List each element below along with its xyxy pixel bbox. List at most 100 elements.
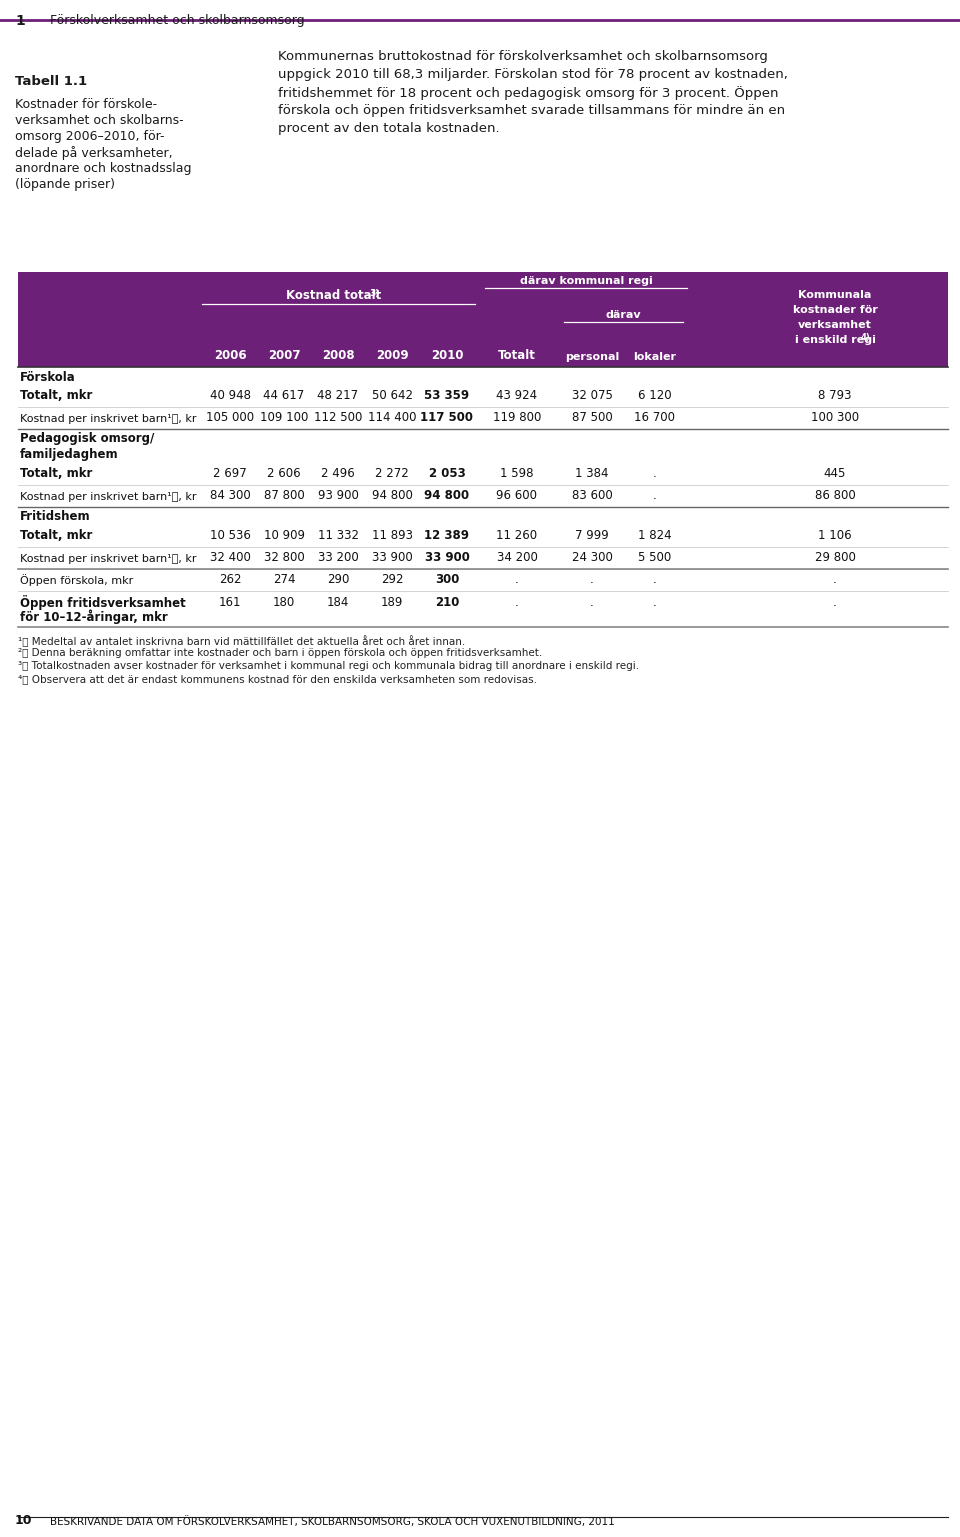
Text: ²⦹ Denna beräkning omfattar inte kostnader och barn i öppen förskola och öppen f: ²⦹ Denna beräkning omfattar inte kostnad… <box>18 649 542 658</box>
Text: 94 800: 94 800 <box>424 489 469 503</box>
Text: 300: 300 <box>435 573 459 586</box>
Text: 16 700: 16 700 <box>635 410 676 424</box>
Text: uppgick 2010 till 68,3 miljarder. Förskolan stod för 78 procent av kostnaden,: uppgick 2010 till 68,3 miljarder. Försko… <box>278 68 788 81</box>
Text: 86 800: 86 800 <box>815 489 855 503</box>
Text: 290: 290 <box>326 573 349 586</box>
Text: Totalt, mkr: Totalt, mkr <box>20 467 92 480</box>
Text: 53 359: 53 359 <box>424 389 469 403</box>
Text: fritidshemmet för 18 procent och pedagogisk omsorg för 3 procent. Öppen: fritidshemmet för 18 procent och pedagog… <box>278 86 779 100</box>
Text: 114 400: 114 400 <box>368 410 417 424</box>
Text: ¹⦹ Medeltal av antalet inskrivna barn vid mättillfället det aktuella året och år: ¹⦹ Medeltal av antalet inskrivna barn vi… <box>18 635 466 647</box>
Text: 117 500: 117 500 <box>420 410 473 424</box>
Text: 10 536: 10 536 <box>209 529 251 543</box>
Text: 24 300: 24 300 <box>571 550 612 564</box>
Text: 33 200: 33 200 <box>318 550 358 564</box>
Text: verksamhet och skolbarns-: verksamhet och skolbarns- <box>15 114 183 128</box>
Bar <box>18 272 948 367</box>
Text: 2007: 2007 <box>268 349 300 363</box>
Text: ³⦹ Totalkostnaden avser kostnader för verksamhet i kommunal regi och kommunala b: ³⦹ Totalkostnaden avser kostnader för ve… <box>18 661 639 672</box>
Text: 6 120: 6 120 <box>638 389 672 403</box>
Text: 84 300: 84 300 <box>209 489 251 503</box>
Text: Kostnad per inskrivet barn¹⦹, kr: Kostnad per inskrivet barn¹⦹, kr <box>20 413 197 424</box>
Text: lokaler: lokaler <box>634 352 677 363</box>
Text: verksamhet: verksamhet <box>798 320 872 330</box>
Text: 274: 274 <box>273 573 296 586</box>
Text: kostnader för: kostnader för <box>793 304 877 315</box>
Text: ⁴⦹ Observera att det är endast kommunens kostnad för den enskilda verksamheten s: ⁴⦹ Observera att det är endast kommunens… <box>18 675 537 684</box>
Text: för 10–12-åringar, mkr: för 10–12-åringar, mkr <box>20 609 168 624</box>
Text: 2009: 2009 <box>375 349 408 363</box>
Text: 2 496: 2 496 <box>322 467 355 480</box>
Text: 445: 445 <box>824 467 846 480</box>
Text: i enskild regi: i enskild regi <box>795 335 876 344</box>
Text: .: . <box>833 573 837 586</box>
Text: 1 106: 1 106 <box>818 529 852 543</box>
Text: 96 600: 96 600 <box>496 489 538 503</box>
Text: 32 400: 32 400 <box>209 550 251 564</box>
Text: .: . <box>590 573 594 586</box>
Text: Kommunala: Kommunala <box>799 290 872 300</box>
Text: 48 217: 48 217 <box>318 389 359 403</box>
Text: 44 617: 44 617 <box>263 389 304 403</box>
Text: 292: 292 <box>381 573 403 586</box>
Text: 2010: 2010 <box>431 349 464 363</box>
Text: 12 389: 12 389 <box>424 529 469 543</box>
Text: 11 260: 11 260 <box>496 529 538 543</box>
Text: 11 332: 11 332 <box>318 529 358 543</box>
Text: 4): 4) <box>860 334 870 343</box>
Text: .: . <box>653 489 657 503</box>
Text: Totalt: Totalt <box>498 349 536 363</box>
Text: 1: 1 <box>15 14 25 28</box>
Text: 112 500: 112 500 <box>314 410 362 424</box>
Text: 262: 262 <box>219 573 241 586</box>
Text: 94 800: 94 800 <box>372 489 413 503</box>
Text: 2 697: 2 697 <box>213 467 247 480</box>
Text: 2006: 2006 <box>214 349 247 363</box>
Text: 100 300: 100 300 <box>811 410 859 424</box>
Text: 93 900: 93 900 <box>318 489 358 503</box>
Text: 2 606: 2 606 <box>267 467 300 480</box>
Text: 1 824: 1 824 <box>638 529 672 543</box>
Text: 5 500: 5 500 <box>638 550 672 564</box>
Text: 180: 180 <box>273 596 295 609</box>
Text: 2 272: 2 272 <box>375 467 409 480</box>
Text: 1 384: 1 384 <box>575 467 609 480</box>
Text: 184: 184 <box>326 596 349 609</box>
Text: Kostnad totalt: Kostnad totalt <box>286 289 381 301</box>
Text: Tabell 1.1: Tabell 1.1 <box>15 75 87 88</box>
Text: Pedagogisk omsorg/: Pedagogisk omsorg/ <box>20 432 155 446</box>
Text: Förskola: Förskola <box>20 370 76 384</box>
Text: Kommunernas bruttokostnad för förskolverksamhet och skolbarnsomsorg: Kommunernas bruttokostnad för förskolver… <box>278 51 768 63</box>
Text: 40 948: 40 948 <box>209 389 251 403</box>
Text: förskola och öppen fritidsverksamhet svarade tillsammans för mindre än en: förskola och öppen fritidsverksamhet sva… <box>278 105 785 117</box>
Text: 161: 161 <box>219 596 241 609</box>
Text: Förskolverksamhet och skolbarnsomsorg: Förskolverksamhet och skolbarnsomsorg <box>50 14 304 28</box>
Text: 109 100: 109 100 <box>260 410 308 424</box>
Text: procent av den totala kostnaden.: procent av den totala kostnaden. <box>278 121 499 135</box>
Text: 10: 10 <box>15 1514 33 1526</box>
Text: 1 598: 1 598 <box>500 467 534 480</box>
Text: Totalt, mkr: Totalt, mkr <box>20 389 92 403</box>
Text: 43 924: 43 924 <box>496 389 538 403</box>
Text: 3): 3) <box>370 289 380 298</box>
Text: 32 075: 32 075 <box>571 389 612 403</box>
Text: 2008: 2008 <box>322 349 354 363</box>
Text: 34 200: 34 200 <box>496 550 538 564</box>
Text: Kostnad per inskrivet barn¹⦹, kr: Kostnad per inskrivet barn¹⦹, kr <box>20 492 197 503</box>
Text: .: . <box>516 573 518 586</box>
Text: 87 500: 87 500 <box>571 410 612 424</box>
Text: 32 800: 32 800 <box>264 550 304 564</box>
Text: .: . <box>833 596 837 609</box>
Text: familjedaghem: familjedaghem <box>20 447 119 461</box>
Text: 29 800: 29 800 <box>815 550 855 564</box>
Text: 7 999: 7 999 <box>575 529 609 543</box>
Text: .: . <box>590 596 594 609</box>
Text: omsorg 2006–2010, för-: omsorg 2006–2010, för- <box>15 131 164 143</box>
Text: 189: 189 <box>381 596 403 609</box>
Text: därav: därav <box>606 310 641 320</box>
Text: delade på verksamheter,: delade på verksamheter, <box>15 146 173 160</box>
Text: 119 800: 119 800 <box>492 410 541 424</box>
Text: Kostnad per inskrivet barn¹⦹, kr: Kostnad per inskrivet barn¹⦹, kr <box>20 553 197 564</box>
Text: 33 900: 33 900 <box>424 550 469 564</box>
Text: anordnare och kostnadsslag: anordnare och kostnadsslag <box>15 161 191 175</box>
